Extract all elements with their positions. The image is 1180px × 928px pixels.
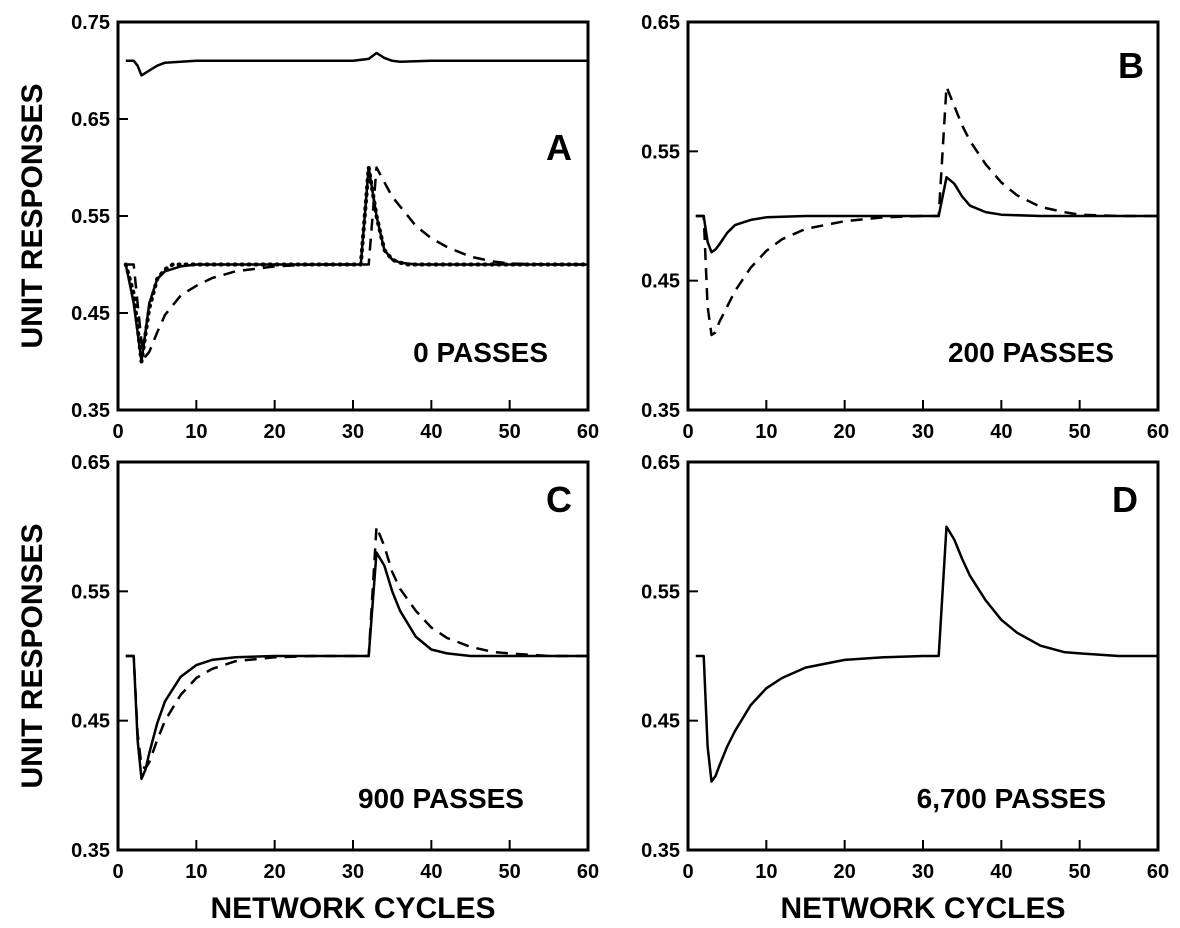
y-tick-label: 0.45 [641, 271, 680, 293]
series-group [123, 51, 590, 364]
series-line-dashed-1 [125, 525, 588, 770]
series-group [695, 85, 1158, 337]
panel-b: 0 10 20 30 40 50 60 0.35 0.45 0.55 0.65 B 200 PASS… [641, 12, 1169, 443]
passes-label: 6,700 PASSES [917, 783, 1106, 814]
x-tick-label: 30 [912, 421, 934, 443]
x-tick-label: 60 [1147, 421, 1169, 443]
y-axis-title-top: UNIT RESPONSES [16, 83, 49, 348]
x-tick-label: 30 [342, 421, 364, 443]
y-tick-label: 0.65 [641, 452, 680, 474]
y-tick-label: 0.35 [641, 400, 680, 422]
x-tick-label: 50 [1069, 421, 1091, 443]
series-line-solid-0 [695, 175, 1158, 254]
x-tick-label: 30 [912, 861, 934, 883]
ticks: 0 10 20 30 40 50 60 0.35 0.45 0.55 0.65 [641, 452, 1169, 883]
x-tick-label: 10 [755, 421, 777, 443]
x-tick-label: 10 [185, 421, 207, 443]
x-tick-label: 40 [420, 861, 442, 883]
y-tick-label: 0.45 [71, 711, 110, 733]
passes-label: 0 PASSES [413, 337, 548, 368]
y-tick-label: 0.55 [641, 141, 680, 163]
x-tick-label: 50 [1069, 861, 1091, 883]
panel-c: 0 10 20 30 40 50 60 0.35 0.45 0.55 0.65 C 900 PASS… [71, 452, 599, 883]
x-tick-label: 20 [834, 421, 856, 443]
y-axis-title-bottom: UNIT RESPONSES [16, 523, 49, 788]
y-tick-label: 0.55 [641, 581, 680, 603]
series-line-solid-0 [695, 525, 1158, 783]
x-tick-label: 20 [264, 861, 286, 883]
x-tick-label: 0 [682, 421, 693, 443]
x-tick-label: 60 [577, 421, 599, 443]
y-tick-label: 0.65 [71, 452, 110, 474]
y-tick-label: 0.35 [641, 840, 680, 862]
x-tick-label: 40 [420, 421, 442, 443]
series-line-dashed-1 [695, 85, 1158, 337]
ticks: 0 10 20 30 40 50 60 0.35 0.45 0.55 0.65 [641, 12, 1169, 443]
x-tick-label: 10 [185, 861, 207, 883]
x-tick-label: 30 [342, 861, 364, 883]
y-tick-label: 0.35 [71, 840, 110, 862]
passes-label: 200 PASSES [948, 337, 1114, 368]
x-tick-label: 50 [499, 861, 521, 883]
panel-letter: D [1112, 479, 1138, 520]
y-tick-label: 0.75 [71, 12, 110, 34]
panel-letter: C [546, 479, 572, 520]
series-group [125, 525, 588, 781]
x-tick-label: 40 [990, 421, 1012, 443]
x-tick-label: 40 [990, 861, 1012, 883]
y-tick-label: 0.55 [71, 206, 110, 228]
panel-letter: B [1118, 45, 1144, 86]
series-line-solid-0 [125, 51, 588, 77]
series-line-solid-0 [125, 551, 588, 781]
y-tick-label: 0.45 [641, 711, 680, 733]
passes-label: 900 PASSES [358, 783, 524, 814]
x-axis-title-right: NETWORK CYCLES [781, 892, 1066, 925]
x-tick-label: 60 [577, 861, 599, 883]
series-group [695, 525, 1158, 783]
y-tick-label: 0.35 [71, 400, 110, 422]
x-tick-label: 20 [834, 861, 856, 883]
x-tick-label: 10 [755, 861, 777, 883]
panel-d: 0 10 20 30 40 50 60 0.35 0.45 0.55 0.65 D 6,700 PA… [641, 452, 1169, 883]
ticks: 0 10 20 30 40 50 60 0.35 0.45 0.55 0.65 [71, 452, 599, 883]
panel-letter: A [546, 127, 572, 168]
panel-a: 0 10 20 30 40 50 60 0.35 0.45 0.55 0.65 0.75 A 0 PA… [71, 12, 599, 443]
x-tick-label: 0 [112, 421, 123, 443]
x-axis-title-left: NETWORK CYCLES [211, 892, 496, 925]
x-tick-label: 0 [682, 861, 693, 883]
y-tick-label: 0.45 [71, 303, 110, 325]
ticks: 0 10 20 30 40 50 60 0.35 0.45 0.55 0.65 0.75 [71, 12, 599, 443]
series-line-dashed-3 [125, 166, 588, 358]
x-tick-label: 60 [1147, 861, 1169, 883]
x-tick-label: 50 [499, 421, 521, 443]
x-tick-label: 0 [112, 861, 123, 883]
y-tick-label: 0.65 [641, 12, 680, 34]
x-tick-label: 20 [264, 421, 286, 443]
y-tick-label: 0.65 [71, 109, 110, 131]
y-tick-label: 0.55 [71, 581, 110, 603]
